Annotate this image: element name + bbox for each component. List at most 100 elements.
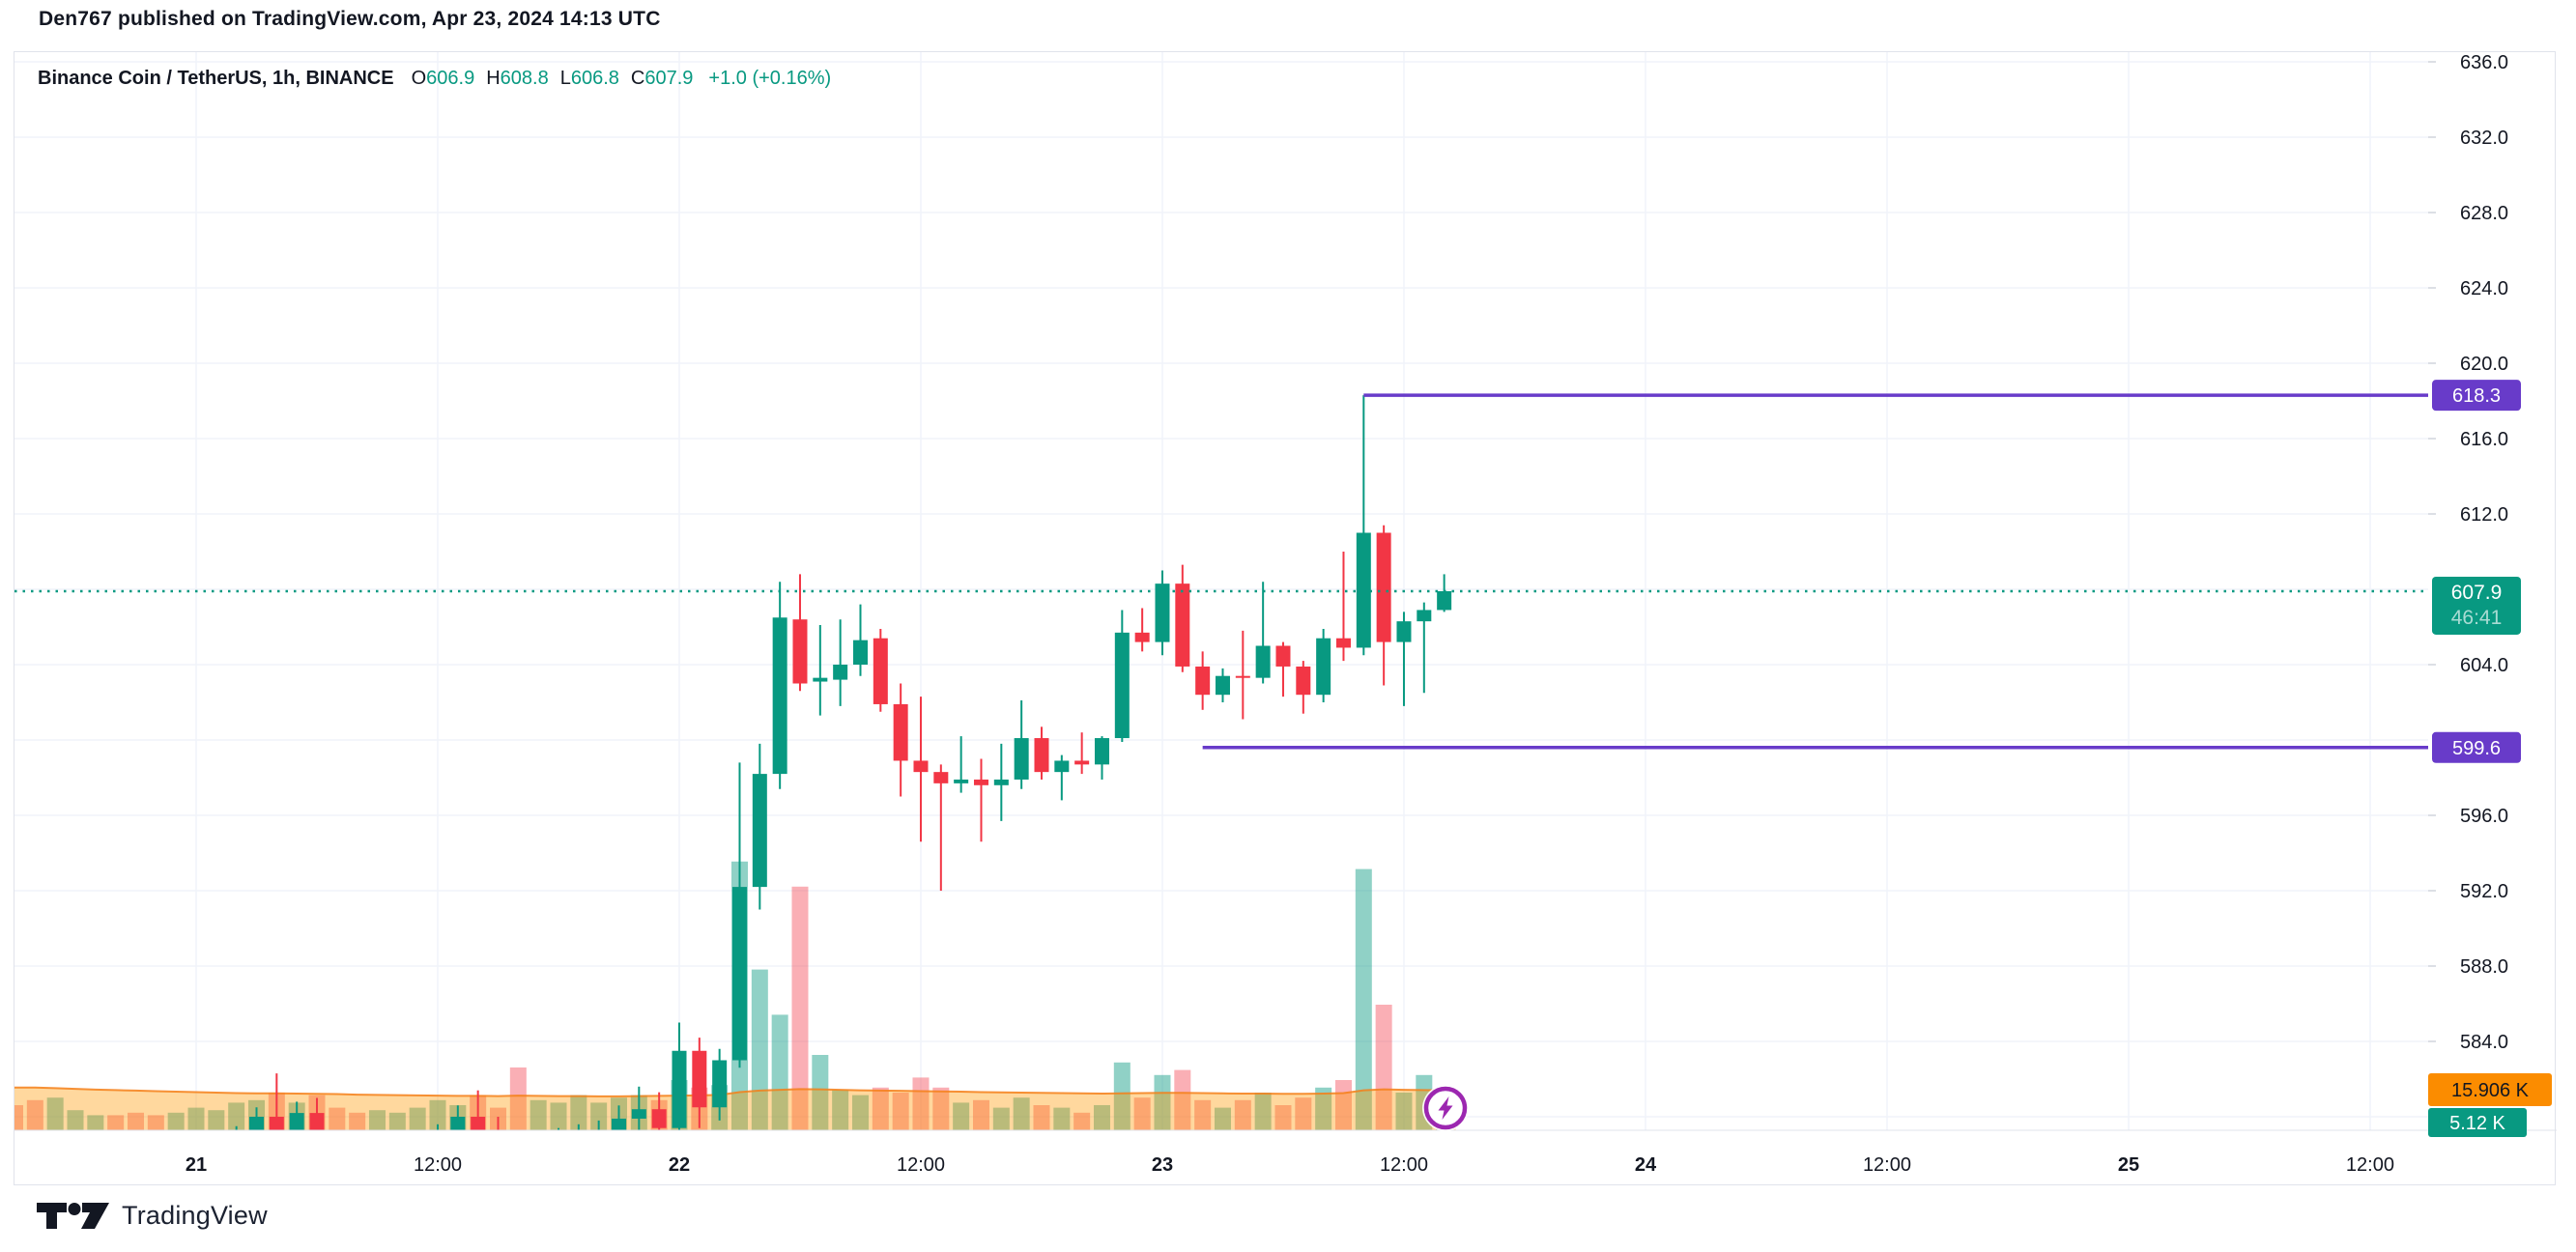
candle-body <box>1014 738 1029 780</box>
volume-bar <box>1274 1105 1292 1130</box>
volume-bar <box>107 1115 125 1130</box>
level-price-badge <box>2432 731 2521 763</box>
time-axis[interactable]: 21 12:00 22 12:00 23 12:00 24 12:00 25 12:00 <box>186 1154 2394 1176</box>
svg-text:618.3: 618.3 <box>2452 385 2501 407</box>
volume-bar <box>1234 1099 1251 1130</box>
candle-body <box>108 1158 123 1174</box>
volume-bar <box>812 1055 829 1130</box>
time-axis-label: 23 <box>1152 1154 1173 1176</box>
symbol-title: Binance Coin / TetherUS, 1h, BINANCE <box>38 68 394 89</box>
lightning-bolt-icon <box>1438 1096 1453 1120</box>
price-axis-label: 604.0 <box>2460 655 2508 676</box>
price-axis-label: 612.0 <box>2460 504 2508 526</box>
grid-layer <box>14 52 2428 1130</box>
candle-body <box>491 1137 505 1149</box>
volume-bar <box>128 1112 145 1130</box>
candle-body <box>1316 638 1331 696</box>
candle-body <box>531 1154 546 1162</box>
candle-body <box>933 772 949 783</box>
candle-body <box>792 619 808 684</box>
volume-bar <box>228 1102 245 1130</box>
candle-body <box>1275 645 1291 667</box>
candle-body <box>1074 760 1090 765</box>
svg-text:15.906 K: 15.906 K <box>2451 1080 2530 1101</box>
volume-bar <box>429 1099 446 1130</box>
candle-body <box>370 1174 385 1183</box>
candle-body <box>309 1113 325 1130</box>
time-axis-label: 12:00 <box>897 1154 945 1176</box>
candle-body <box>450 1117 466 1130</box>
volume-bar <box>1093 1105 1110 1130</box>
candle-body <box>28 1177 43 1186</box>
volume-bar <box>388 1112 406 1130</box>
volume-bar <box>771 1014 788 1130</box>
quick-trade-button[interactable] <box>1422 1085 1469 1131</box>
ohlc-open: O606.9 <box>411 68 475 89</box>
candle-body <box>169 1181 184 1186</box>
candle-body <box>852 640 868 665</box>
volume-bar <box>349 1112 366 1130</box>
volume-bar <box>1194 1099 1212 1130</box>
candle-body <box>1296 666 1311 696</box>
candle-body <box>1114 632 1130 739</box>
volume-bar <box>1355 868 1372 1130</box>
volume-bar <box>87 1115 104 1130</box>
last-price-value: 607.9 <box>2451 582 2503 604</box>
candle-body <box>731 887 747 1061</box>
candle-body <box>289 1113 304 1130</box>
candle-body <box>1094 738 1109 765</box>
time-axis-label: 12:00 <box>1863 1154 1911 1176</box>
candle-body <box>269 1117 284 1130</box>
candle-body <box>1054 760 1070 773</box>
candle-body <box>772 617 787 775</box>
volume-bar <box>530 1099 547 1130</box>
candle-body <box>672 1050 687 1128</box>
candle-body <box>1195 666 1211 696</box>
volume-bar <box>992 1107 1010 1130</box>
volume-bar <box>187 1107 205 1130</box>
volume-bar <box>550 1102 567 1130</box>
volume-bar <box>953 1102 970 1130</box>
candle-body <box>954 779 969 783</box>
candle-body <box>1155 583 1170 642</box>
candle-body <box>973 779 988 785</box>
candle-body <box>913 760 929 773</box>
volume-bar <box>1395 1093 1413 1130</box>
candle-body <box>1134 632 1150 642</box>
candle-body <box>229 1136 243 1152</box>
tradingview-wordmark: TradingView <box>122 1201 268 1230</box>
volume-bar <box>147 1115 164 1130</box>
volume-bar <box>208 1110 225 1130</box>
candle-body <box>1235 675 1250 678</box>
candle-body <box>893 703 908 761</box>
price-axis[interactable]: 636.0 632.0 628.0 624.0 620.0 616.0 612.0 604.0… <box>2428 52 2552 1137</box>
chart-canvas[interactable]: 636.0 632.0 628.0 624.0 620.0 616.0 612.0 604.0… <box>14 52 2557 1186</box>
volume-bar <box>1375 1005 1392 1130</box>
volume-bar <box>167 1112 185 1130</box>
time-axis-label: 25 <box>2118 1154 2139 1176</box>
candle-body <box>69 1170 83 1183</box>
price-axis-label: 624.0 <box>2460 278 2508 299</box>
time-axis-label: 22 <box>669 1154 690 1176</box>
volume-bar <box>972 1099 989 1130</box>
tradingview-logo-icon <box>37 1202 109 1229</box>
candle-body <box>511 1149 526 1162</box>
volume-bar <box>1053 1107 1071 1130</box>
volume-ma-area <box>14 1087 1456 1130</box>
price-axis-label: 636.0 <box>2460 52 2508 73</box>
time-axis-label: 12:00 <box>414 1154 462 1176</box>
volume-bar <box>368 1110 386 1130</box>
last-price-badge <box>2432 576 2521 635</box>
time-axis-label: 21 <box>186 1154 207 1176</box>
volume-bar <box>1214 1107 1231 1130</box>
chart-legend: Binance Coin / TetherUS, 1h, BINANCE O60… <box>38 68 831 90</box>
volume-bar <box>932 1087 950 1130</box>
volume-ma-line <box>14 1086 1456 1097</box>
tradingview-logo[interactable]: TradingView <box>37 1201 268 1231</box>
candle-body <box>1255 645 1271 678</box>
candle-body <box>1417 610 1432 622</box>
candle-body <box>329 1154 344 1174</box>
candle-body <box>48 1182 63 1186</box>
volume-bar <box>1315 1087 1332 1130</box>
